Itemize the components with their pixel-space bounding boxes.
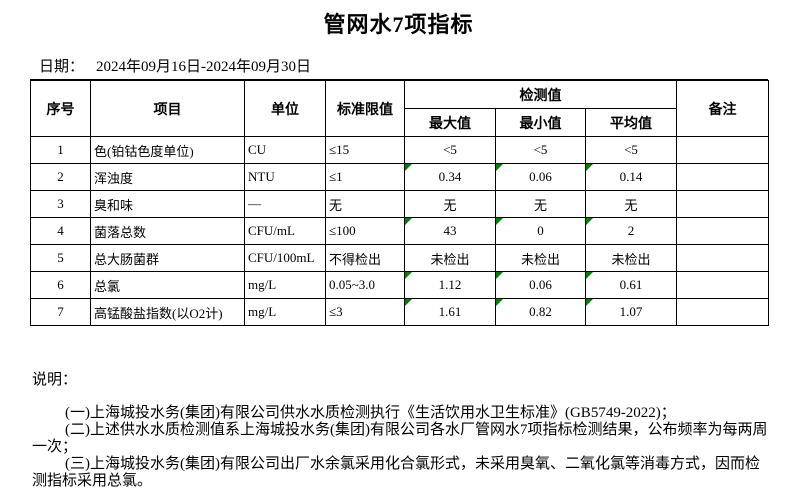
cell-remark [676, 136, 770, 164]
cell-corner-flag-icon [405, 164, 412, 171]
date-label: 日期： [39, 59, 85, 75]
cell-no: 1 [30, 136, 91, 164]
notes-section: 说明： (一)上海城投水务(集团)有限公司供水水质检测执行《生活饮用水卫生标准》… [32, 372, 774, 490]
cell-remark [676, 298, 770, 326]
cell-remark [676, 244, 770, 272]
cell-min: 0.06 [495, 163, 586, 191]
cell-max: <5 [404, 136, 496, 164]
cell-corner-flag-icon [496, 218, 503, 225]
cell-limit: ≤15 [325, 136, 405, 164]
cell-no: 4 [30, 217, 91, 245]
col-header-limit: 标准限值 [325, 80, 405, 137]
cell-corner-flag-icon [586, 272, 593, 279]
cell-remark [676, 217, 770, 245]
date-value: 2024年09月16日-2024年09月30日 [96, 59, 312, 75]
table-row: 7 高锰酸盐指数(以O2计) mg/L ≤3 1.61 0.82 1.07 [30, 298, 770, 326]
cell-unit: NTU [244, 163, 326, 191]
cell-no: 2 [30, 163, 91, 191]
cell-min: 0 [495, 217, 586, 245]
cell-max: 未检出 [404, 244, 496, 272]
cell-min: 0.06 [495, 271, 586, 299]
cell-max: 1.61 [404, 298, 496, 326]
cell-avg: 未检出 [584, 244, 678, 272]
cell-corner-flag-icon [586, 164, 593, 171]
cell-unit: CFU/100mL [244, 244, 326, 272]
col-header-avg: 平均值 [584, 108, 678, 137]
notes-label: 说明： [32, 372, 78, 388]
table-row: 1 色(铂钴色度单位) CU ≤15 <5 <5 <5 [30, 136, 770, 164]
cell-max: 1.12 [404, 271, 496, 299]
cell-corner-flag-icon [496, 299, 503, 306]
col-header-max: 最大值 [404, 108, 496, 137]
cell-min: <5 [495, 136, 586, 164]
col-header-remark: 备注 [676, 80, 770, 137]
cell-limit: 不得检出 [325, 244, 405, 272]
page-title: 管网水7项指标 [323, 12, 474, 37]
col-header-no: 序号 [30, 80, 91, 137]
cell-corner-flag-icon [405, 218, 412, 225]
table-row: 2 浑浊度 NTU ≤1 0.34 0.06 0.14 [30, 163, 770, 191]
cell-limit: ≤100 [325, 217, 405, 245]
table-header-row-1: 序号 项目 单位 标准限值 检测值 备注 [30, 80, 770, 137]
col-header-unit: 单位 [244, 80, 326, 137]
cell-limit: 无 [325, 190, 405, 218]
cell-limit: ≤3 [325, 298, 405, 326]
cell-min: 无 [495, 190, 586, 218]
cell-max: 0.34 [404, 163, 496, 191]
cell-avg: 1.07 [584, 298, 678, 326]
cell-avg: 无 [584, 190, 678, 218]
note-paragraph-1: (一)上海城投水务(集团)有限公司供水水质检测执行《生活饮用水卫生标准》(GB5… [65, 405, 676, 421]
cell-no: 6 [30, 271, 91, 299]
cell-item: 臭和味 [90, 190, 245, 218]
cell-remark [676, 271, 770, 299]
cell-item: 总大肠菌群 [90, 244, 245, 272]
cell-corner-flag-icon [586, 218, 593, 225]
cell-unit: mg/L [244, 271, 326, 299]
cell-remark [676, 163, 770, 191]
cell-max: 无 [404, 190, 496, 218]
cell-corner-flag-icon [496, 272, 503, 279]
table-row: 5 总大肠菌群 CFU/100mL 不得检出 未检出 未检出 未检出 [30, 244, 770, 272]
cell-min: 0.82 [495, 298, 586, 326]
table-row: 3 臭和味 — 无 无 无 无 [30, 190, 770, 218]
cell-remark [676, 190, 770, 218]
cell-no: 3 [30, 190, 91, 218]
cell-item: 总氯 [90, 271, 245, 299]
cell-unit: CFU/mL [244, 217, 326, 245]
cell-corner-flag-icon [586, 299, 593, 306]
cell-avg: 0.61 [584, 271, 678, 299]
col-header-item: 项目 [90, 80, 245, 137]
cell-avg: 2 [584, 217, 678, 245]
col-header-min: 最小值 [495, 108, 586, 137]
cell-item: 色(铂钴色度单位) [90, 136, 245, 164]
cell-limit: ≤1 [325, 163, 405, 191]
cell-item: 浑浊度 [90, 163, 245, 191]
note-paragraph-3: (三)上海城投水务(集团)有限公司出厂水余氯采用化合氯形式，未采用臭氧、二氧化氯… [32, 456, 760, 489]
cell-avg: 0.14 [584, 163, 678, 191]
col-header-detect: 检测值 [403, 80, 678, 109]
date-row: 日期： 2024年09月16日-2024年09月30日 [30, 54, 768, 80]
cell-unit: mg/L [244, 298, 326, 326]
cell-item: 高锰酸盐指数(以O2计) [90, 298, 245, 326]
indicators-table: 序号 项目 单位 标准限值 检测值 备注 最大值 最小值 平均值 1 色(铂钴色… [30, 80, 770, 326]
table-row: 6 总氯 mg/L 0.05~3.0 1.12 0.06 0.61 [30, 271, 770, 299]
cell-corner-flag-icon [496, 164, 503, 171]
cell-corner-flag-icon [405, 272, 412, 279]
cell-no: 5 [30, 244, 91, 272]
cell-max: 43 [404, 217, 496, 245]
cell-min: 未检出 [495, 244, 586, 272]
table-row: 4 菌落总数 CFU/mL ≤100 43 0 2 [30, 217, 770, 245]
cell-avg: <5 [584, 136, 678, 164]
note-paragraph-2: (二)上述供水水质检测值系上海城投水务(集团)有限公司各水厂管网水7项指标检测结… [32, 422, 768, 455]
cell-unit: CU [244, 136, 326, 164]
table-header-row-2: 最大值 最小值 平均值 [31, 108, 769, 137]
cell-corner-flag-icon [405, 299, 412, 306]
cell-no: 7 [30, 298, 91, 326]
cell-limit: 0.05~3.0 [325, 271, 405, 299]
cell-unit: — [244, 190, 326, 218]
cell-item: 菌落总数 [90, 217, 245, 245]
